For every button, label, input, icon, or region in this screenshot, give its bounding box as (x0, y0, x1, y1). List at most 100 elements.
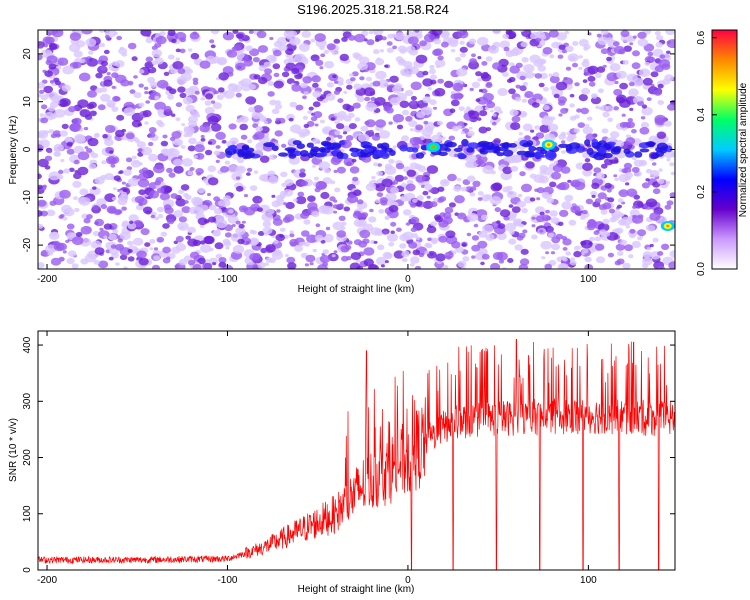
spectrogram-cell (123, 266, 128, 269)
spectrogram-cell (200, 204, 209, 212)
spectrogram-cell (272, 249, 282, 256)
spectrogram-cell (537, 65, 546, 72)
spectrogram-cell (381, 36, 387, 41)
spectrogram-cell (591, 94, 598, 99)
spectrogram-cell (53, 242, 65, 252)
spectrogram-cell (225, 246, 230, 250)
spectrogram-cell (568, 56, 576, 62)
spectrogram-cell (351, 158, 357, 163)
spectrogram-cell (466, 232, 472, 237)
spectrogram-cell (178, 155, 183, 159)
spectrogram-cell (218, 72, 229, 81)
spectrogram-cell (68, 43, 81, 53)
spectrogram-cell (587, 65, 599, 75)
spectrogram-cell (376, 170, 383, 177)
spectrogram-cell (602, 202, 612, 210)
spectrogram-cell (608, 208, 616, 214)
spectrogram-cell (457, 30, 469, 39)
spectrogram-cell (394, 32, 406, 41)
spectrogram-cell (324, 60, 335, 69)
spectrogram-cell (362, 238, 370, 244)
spectrogram-cell (595, 72, 602, 78)
spectrogram-cell (522, 229, 528, 234)
spectrogram-cell (477, 240, 488, 249)
spectrogram-cell (92, 186, 97, 190)
spectrogram-cell (107, 207, 117, 214)
spectrogram-cell (373, 31, 378, 35)
spectrogram-cell (511, 206, 521, 214)
spectrogram-cell (140, 30, 152, 37)
spectrogram-cell (437, 120, 443, 126)
spectrogram-cell (555, 81, 568, 91)
spectrogram-hotspot-peak (666, 224, 670, 228)
spectrogram-band-cell (453, 147, 463, 152)
spectrogram-cell (509, 62, 515, 67)
spectrogram-cell (167, 30, 176, 37)
spectrogram-cell (294, 53, 306, 63)
spectrogram-cell (336, 166, 346, 174)
spectrogram-cell (187, 171, 193, 176)
spectrogram-cell (529, 54, 541, 64)
spectrogram-cell (123, 169, 132, 176)
spectrogram-cell (350, 77, 356, 82)
spectrogram-cell (593, 230, 600, 235)
spectrogram-cell (224, 160, 231, 165)
spectrogram-cell (89, 110, 97, 117)
spectrogram-cell (214, 208, 223, 215)
spectrogram-cell (469, 58, 478, 64)
spectrogram-cell (400, 195, 409, 202)
spectrogram-cell (275, 233, 286, 242)
spectrogram-cell (267, 170, 276, 177)
spectrogram-cell (269, 55, 277, 62)
spectrogram-cell (388, 121, 393, 125)
spectrogram-band-cell (364, 147, 374, 153)
spectrogram-cell (101, 160, 107, 165)
spectrogram-cell (236, 33, 244, 39)
spectrogram-cell (253, 74, 261, 80)
spectrogram-cell (293, 198, 298, 202)
spectrogram-cell (485, 233, 495, 241)
spectrogram-cell (73, 159, 80, 165)
spectrogram-cell (94, 176, 105, 185)
spectrogram-cell (354, 33, 366, 43)
spectrogram-cell (194, 113, 201, 118)
spectrogram-cell (602, 64, 607, 68)
spectrogram-cell (65, 136, 71, 142)
spectrogram-cell (499, 40, 510, 49)
spectrogram-cell (587, 218, 596, 225)
spectrogram-cell (433, 197, 439, 202)
spectrogram-cell (663, 120, 672, 127)
spectrogram-cell (493, 106, 502, 112)
spectrogram-cell (509, 109, 519, 117)
spectrogram-cell (322, 262, 329, 267)
spectrogram-cell (588, 81, 596, 87)
spectrogram-cell (199, 124, 210, 133)
spectrogram-cell (640, 122, 650, 129)
spectrogram-cell (612, 41, 620, 47)
spectrogram-cell (424, 33, 436, 43)
spectrogram-cell (384, 216, 390, 220)
spectrogram-cell (365, 102, 378, 112)
spectrogram-cell (456, 67, 468, 77)
y-tick-label: 100 (22, 505, 33, 522)
spectrogram-band-cell (593, 152, 606, 161)
spectrogram-cell (285, 48, 294, 55)
spectrogram-cell (84, 114, 93, 120)
spectrogram-cell (66, 148, 75, 155)
spectrogram-cell (560, 166, 571, 174)
y-tick-label: 0 (22, 146, 33, 152)
spectrogram-cell (457, 260, 467, 268)
spectrogram-cell (93, 259, 100, 265)
spectrogram-cell (450, 93, 459, 100)
spectrogram-cell (212, 102, 222, 110)
spectrogram-cell (153, 164, 165, 174)
spectrogram-cell (193, 155, 198, 159)
y-tick-label: 20 (22, 48, 33, 60)
spectrogram-band-cell (528, 145, 537, 152)
spectrogram-cell (303, 241, 310, 247)
spectrogram-cell (637, 236, 643, 241)
spectrogram-cell (138, 102, 145, 108)
spectrogram-cell (553, 160, 559, 165)
spectrogram-cell (432, 49, 442, 56)
spectrogram-cell (546, 197, 554, 204)
